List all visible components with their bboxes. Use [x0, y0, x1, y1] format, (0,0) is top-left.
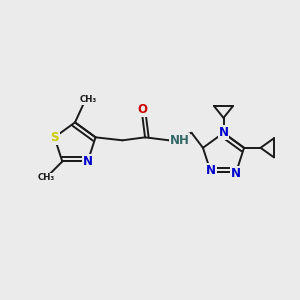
Text: CH₃: CH₃	[80, 95, 97, 104]
Text: N: N	[218, 126, 229, 140]
Text: NH: NH	[169, 134, 190, 147]
Text: S: S	[50, 131, 59, 144]
Text: O: O	[137, 103, 147, 116]
Text: CH₃: CH₃	[37, 173, 54, 182]
Text: N: N	[206, 164, 216, 177]
Text: N: N	[83, 155, 93, 168]
Text: N: N	[231, 167, 241, 180]
